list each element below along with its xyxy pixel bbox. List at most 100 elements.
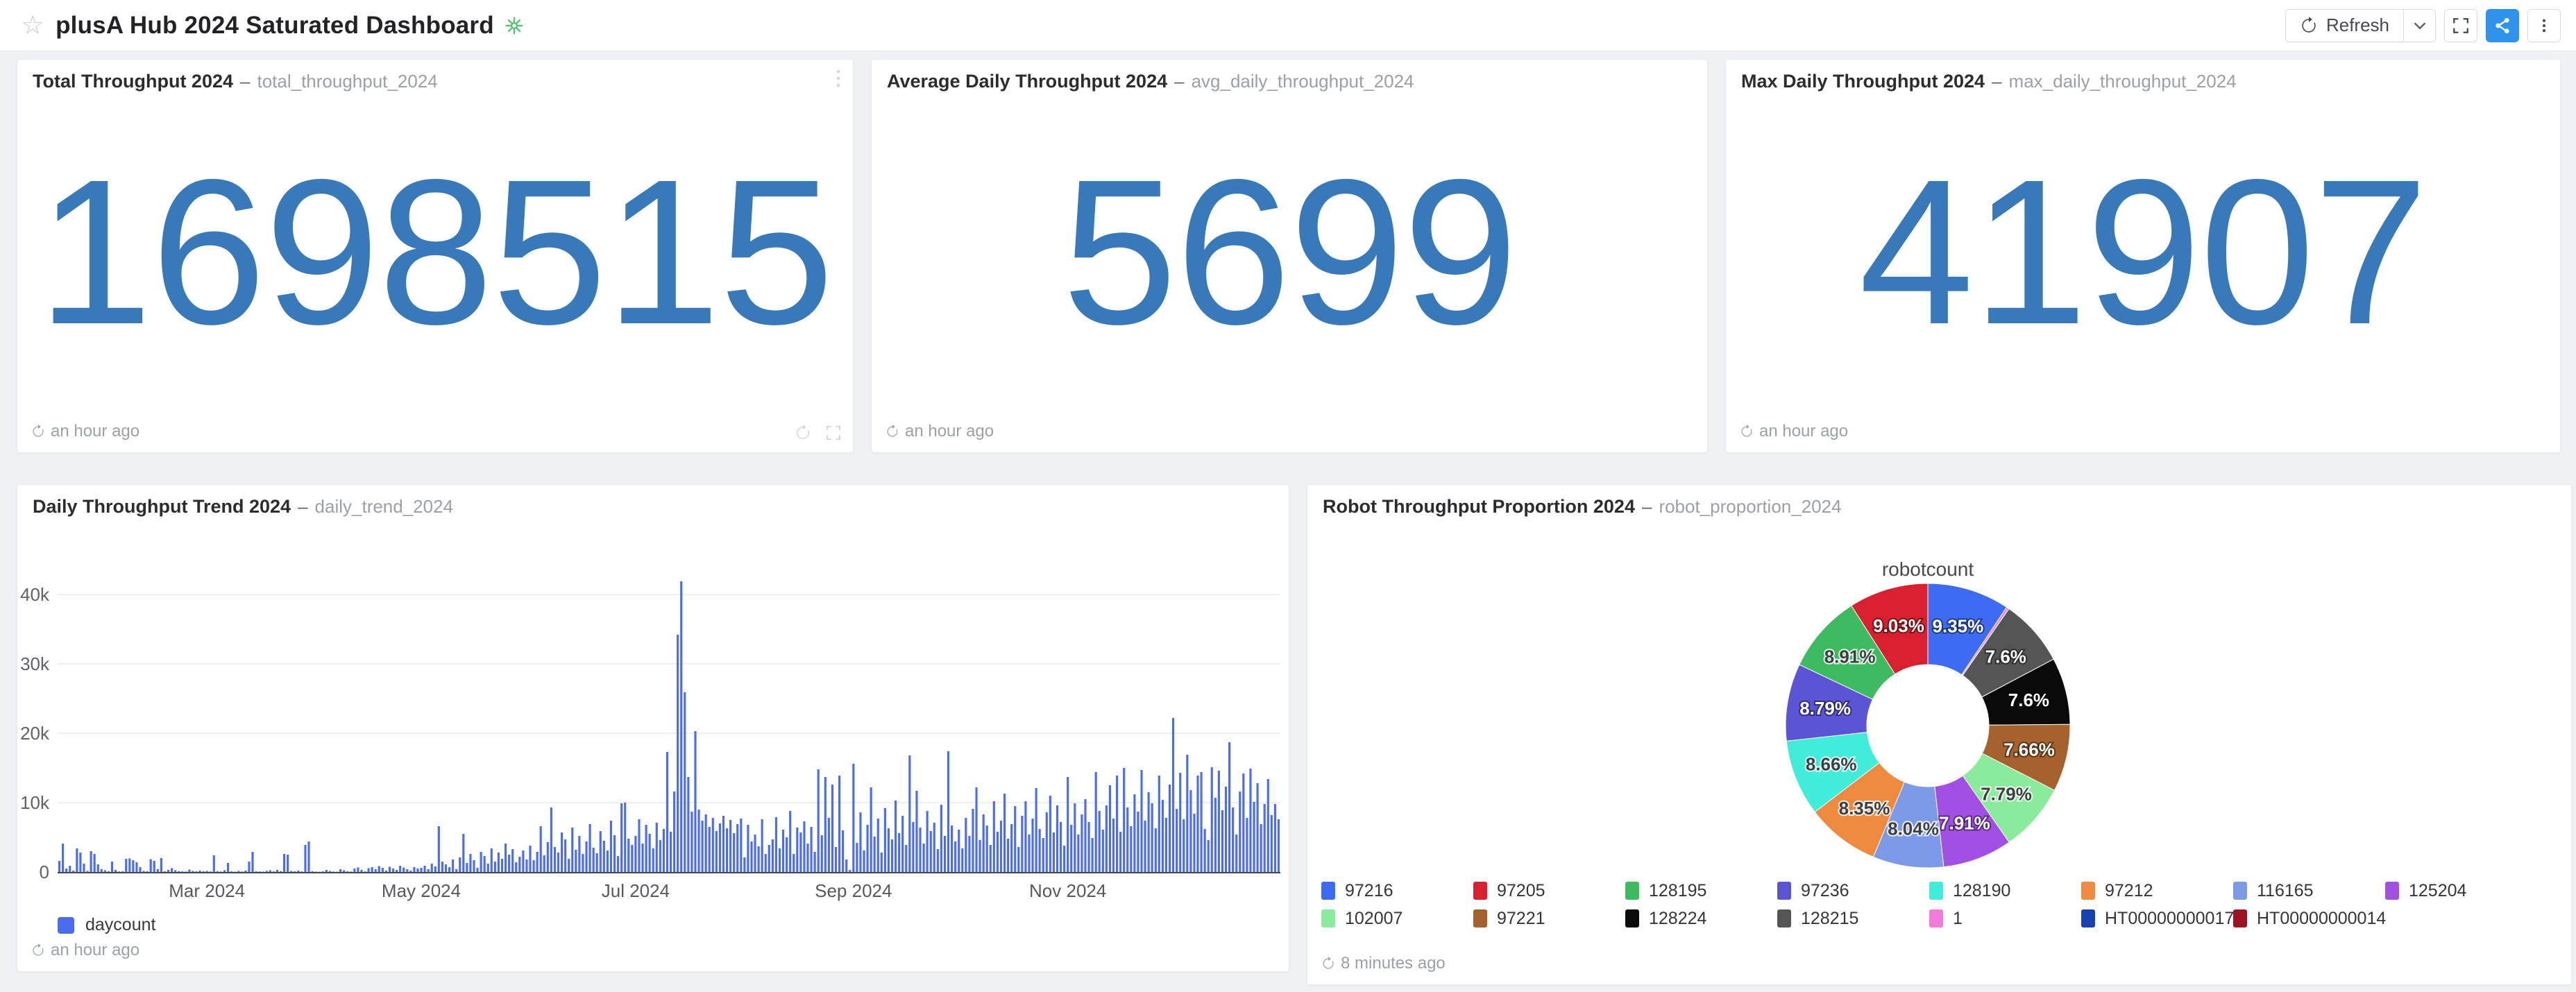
legend-item-116165[interactable]: 116165 [2233, 880, 2385, 901]
panel-footer: an hour ago [1740, 422, 1848, 441]
donut-slice-label: 8.91% [1824, 647, 1876, 667]
stat-value: 5699 [1062, 137, 1518, 368]
legend-label: HT00000000017 [2105, 908, 2235, 928]
legend-item-1[interactable]: 1 [1929, 908, 2081, 929]
legend-swatch [1321, 882, 1335, 900]
legend-label: 97236 [1801, 880, 1849, 900]
legend-item-102007[interactable]: 102007 [1321, 908, 1473, 929]
legend-label: 97216 [1345, 880, 1393, 900]
refresh-action[interactable]: Refresh [2286, 10, 2403, 42]
donut-slice-label: 8.79% [1799, 698, 1851, 719]
more-options-button[interactable] [2527, 8, 2561, 42]
favorite-star-icon[interactable]: ☆ [21, 10, 45, 40]
donut-slice-label: 8.04% [1888, 819, 1939, 839]
svg-text:20k: 20k [20, 723, 50, 744]
legend-swatch-daycount [58, 916, 74, 934]
fullscreen-button[interactable] [2444, 8, 2477, 42]
panel-refresh-icon[interactable] [795, 425, 811, 441]
chevron-down-icon [2414, 22, 2425, 29]
refresh-icon [33, 943, 44, 956]
stat-row: Total Throughput 2024 – total_throughput… [17, 59, 2561, 453]
panel-subtitle: total_throughput_2024 [257, 71, 438, 92]
panel-header: Daily Throughput Trend 2024 – daily_tren… [33, 496, 453, 518]
legend-label: 116165 [2257, 880, 2314, 900]
refresh-icon [1741, 425, 1752, 437]
legend-item-128190[interactable]: 128190 [1929, 880, 2081, 901]
panel-title: Max Daily Throughput 2024 [1741, 71, 1985, 92]
panel-daily-throughput-trend: Daily Throughput Trend 2024 – daily_tren… [17, 484, 1289, 972]
panel-title: Robot Throughput Proportion 2024 [1323, 496, 1635, 517]
svg-text:40k: 40k [20, 584, 50, 605]
panel-footer: an hour ago [31, 422, 139, 441]
legend-item-128195[interactable]: 128195 [1625, 880, 1777, 901]
refresh-icon [887, 425, 898, 437]
legend-swatch [1625, 882, 1639, 900]
last-updated: 8 minutes ago [1341, 954, 1446, 973]
title-separator: – [240, 71, 251, 92]
donut-slice-97205 [1851, 583, 1929, 675]
legend-item-97236[interactable]: 97236 [1777, 880, 1929, 901]
legend-label: 125204 [2409, 880, 2467, 900]
donut-slice-label: 9.03% [1873, 615, 1924, 636]
legend-swatch [1473, 909, 1487, 927]
legend-item-97216[interactable]: 97216 [1321, 880, 1473, 901]
refresh-button: Refresh [2285, 8, 2436, 42]
panel-average-daily-throughput: Average Daily Throughput 2024 – avg_dail… [871, 59, 1708, 453]
refresh-icon [1323, 957, 1334, 969]
legend-label: 128195 [1649, 880, 1707, 900]
legend-label: HT00000000014 [2257, 908, 2387, 928]
donut-slice-label: 7.79% [1981, 784, 2032, 805]
refresh-interval-dropdown[interactable] [2403, 9, 2435, 42]
legend-swatch [2233, 882, 2247, 900]
donut-slice-label: 7.6% [2008, 690, 2049, 710]
share-button[interactable] [2486, 8, 2519, 42]
svg-text:May 2024: May 2024 [382, 880, 461, 901]
legend-item-97221[interactable]: 97221 [1473, 908, 1625, 929]
refresh-label: Refresh [2325, 15, 2389, 35]
title-separator: – [1992, 71, 2002, 92]
legend-swatch [1777, 909, 1791, 927]
svg-text:30k: 30k [20, 653, 50, 674]
legend-label: 97205 [1497, 880, 1545, 900]
title-separator: – [1174, 71, 1185, 92]
legend-item-97212[interactable]: 97212 [2081, 880, 2233, 901]
last-updated: an hour ago [1759, 422, 1849, 441]
donut-slice-label: 7.91% [1939, 812, 1990, 833]
svg-text:Sep 2024: Sep 2024 [815, 880, 892, 901]
panel-footer: 8 minutes ago [1321, 954, 1446, 973]
legend-item-HT00000000014[interactable]: HT00000000014 [2233, 908, 2387, 929]
panel-hover-tools [795, 425, 842, 441]
title-separator: – [1641, 496, 1652, 517]
robot-proportion-donut-chart[interactable]: 9.35%7.6%7.6%7.66%7.79%7.91%8.04%8.35%8.… [1775, 583, 2081, 875]
stat-value-area: 1698515 [17, 115, 853, 390]
legend-label: 102007 [1345, 908, 1403, 928]
legend-swatch [2081, 882, 2095, 900]
legend-label: 128190 [1953, 880, 2011, 900]
donut-slice-label: 8.35% [1839, 798, 1890, 819]
panel-subtitle: max_daily_throughput_2024 [2008, 71, 2237, 92]
refresh-icon [33, 425, 44, 437]
last-updated: an hour ago [51, 422, 140, 441]
legend-item-128215[interactable]: 128215 [1777, 908, 1929, 929]
panel-title: Average Daily Throughput 2024 [887, 71, 1168, 92]
svg-text:10k: 10k [20, 792, 50, 813]
legend-swatch [1777, 882, 1791, 900]
donut-slice-label: 8.66% [1806, 754, 1857, 775]
panel-fullscreen-icon[interactable] [825, 425, 842, 441]
panel-kebab-icon[interactable] [831, 68, 846, 92]
donut-legend: 97216 97205 128195 97236 128190 97212 116165 12… [1321, 880, 2537, 929]
share-icon [2496, 17, 2509, 33]
panel-robot-throughput-proportion: Robot Throughput Proportion 2024 – robot… [1307, 484, 2572, 985]
daily-throughput-bar-chart[interactable]: 0 10k 20k 30k 40k Mar 2024 May 2024 Jul 2024 Sep… [17, 575, 1289, 919]
panel-subtitle: avg_daily_throughput_2024 [1191, 71, 1414, 92]
legend-item-HT00000000017[interactable]: HT00000000017 [2081, 908, 2235, 929]
legend-item-128224[interactable]: 128224 [1625, 908, 1777, 929]
legend-swatch [2385, 882, 2399, 900]
legend-item-97205[interactable]: 97205 [1473, 880, 1625, 901]
legend-label: 128215 [1801, 908, 1859, 928]
legend-item-125204[interactable]: 125204 [2385, 880, 2537, 901]
svg-text:Mar 2024: Mar 2024 [169, 880, 245, 901]
bars [58, 581, 1280, 872]
svg-text:Nov 2024: Nov 2024 [1029, 880, 1106, 901]
trend-legend[interactable]: daycount [58, 915, 155, 935]
